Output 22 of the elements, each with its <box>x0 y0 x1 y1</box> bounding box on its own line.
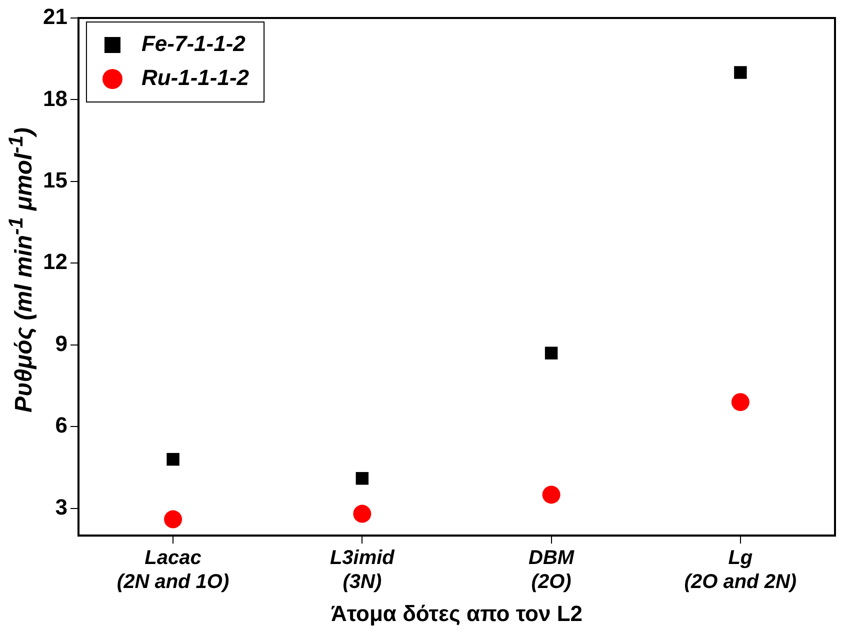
point <box>356 472 369 485</box>
point <box>542 486 560 504</box>
y-tick-label: 9 <box>55 330 68 356</box>
point <box>353 504 372 523</box>
x-axis-title: Άτομα δότες απο τον L2 <box>330 600 583 626</box>
point <box>164 510 182 528</box>
y-tick-label: 3 <box>55 494 68 520</box>
y-tick-label: 21 <box>42 4 68 30</box>
x-tick-label: DBM (2O) <box>528 547 576 594</box>
point <box>734 66 747 79</box>
y-tick-label: 6 <box>55 412 68 438</box>
legend-label: Ru-1-1-1-2 <box>141 65 250 90</box>
x-tick-label: L3imid (3N) <box>330 547 396 594</box>
point <box>166 452 180 466</box>
x-tick-label: Lg (2O and 2N) <box>684 547 797 594</box>
y-tick-label: 12 <box>42 249 68 274</box>
y-tick-label: 15 <box>42 168 68 193</box>
y-tick-label: 18 <box>42 86 68 111</box>
point <box>544 346 558 360</box>
point <box>731 393 750 412</box>
legend-label: Fe-7-1-1-2 <box>141 31 246 56</box>
x-tick-label: Lacac (2N and 1O) <box>116 547 230 594</box>
